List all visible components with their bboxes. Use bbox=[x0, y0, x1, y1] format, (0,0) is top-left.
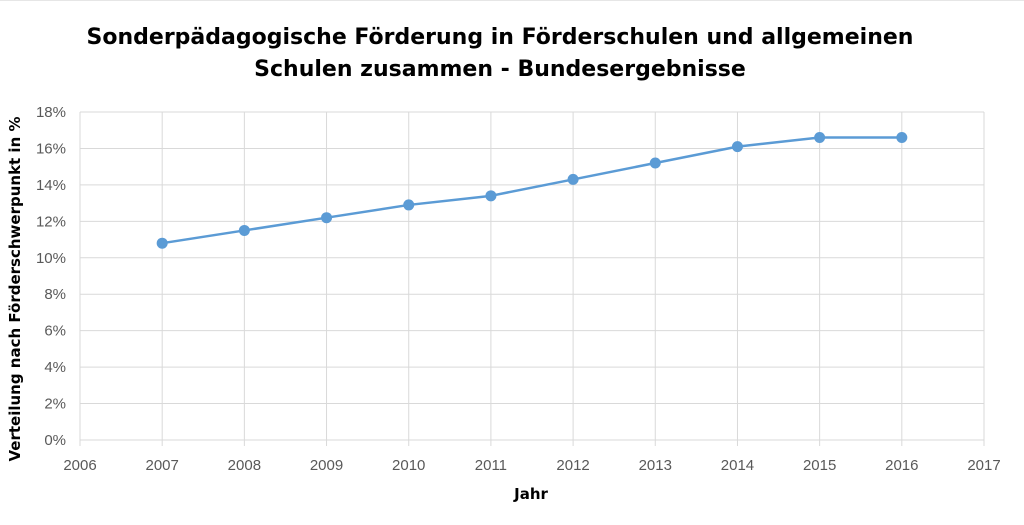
series-line bbox=[161, 136, 902, 245]
y-tick-label: 2% bbox=[44, 396, 66, 413]
x-tick-label: 2009 bbox=[310, 457, 343, 474]
data-point bbox=[403, 199, 415, 211]
y-axis-title: Verteilung nach Förderschwerpunkt in % bbox=[6, 116, 24, 461]
y-tick-label: 14% bbox=[36, 177, 66, 194]
x-tick-label: 2017 bbox=[967, 457, 1000, 474]
x-axis-title: Jahr bbox=[513, 485, 548, 503]
y-tick-label: 12% bbox=[36, 213, 66, 230]
y-tick-label: 18% bbox=[36, 104, 66, 121]
y-tick-label: 10% bbox=[36, 250, 66, 267]
y-tick-label: 0% bbox=[44, 432, 66, 449]
data-point bbox=[485, 190, 497, 202]
data-point bbox=[896, 132, 908, 144]
x-tick-label: 2012 bbox=[556, 457, 589, 474]
data-point bbox=[649, 157, 661, 169]
data-series bbox=[156, 132, 908, 249]
data-point bbox=[731, 141, 743, 153]
data-point bbox=[567, 173, 579, 185]
y-tick-label: 6% bbox=[44, 323, 66, 340]
data-point bbox=[156, 237, 168, 249]
grid-lines bbox=[79, 111, 985, 446]
data-point bbox=[321, 212, 333, 224]
x-tick-label: 2010 bbox=[392, 457, 425, 474]
x-tick-label: 2011 bbox=[475, 457, 507, 474]
tick-labels: 0% 2% 4% 6% 8% 10% 12% 14% 16% 18% 2006 2007 2008 200… bbox=[36, 104, 1001, 474]
chart-title-line-1: Sonderpädagogische Förderung in Fördersc… bbox=[86, 25, 914, 50]
x-tick-label: 2007 bbox=[145, 457, 178, 474]
data-point bbox=[814, 132, 826, 144]
x-tick-label: 2013 bbox=[639, 457, 672, 474]
x-tick-label: 2016 bbox=[885, 457, 918, 474]
chart-title-line-2: Schulen zusammen - Bundesergebnisse bbox=[254, 57, 746, 82]
y-tick-label: 4% bbox=[44, 359, 66, 376]
data-point bbox=[238, 224, 250, 236]
y-tick-label: 16% bbox=[36, 140, 66, 157]
y-tick-label: 8% bbox=[44, 286, 66, 303]
chart-title: Sonderpädagogische Förderung in Fördersc… bbox=[0, 22, 1000, 86]
x-tick-label: 2015 bbox=[803, 457, 836, 474]
x-tick-label: 2006 bbox=[63, 457, 96, 474]
x-tick-label: 2014 bbox=[721, 457, 754, 474]
x-tick-label: 2008 bbox=[228, 457, 261, 474]
